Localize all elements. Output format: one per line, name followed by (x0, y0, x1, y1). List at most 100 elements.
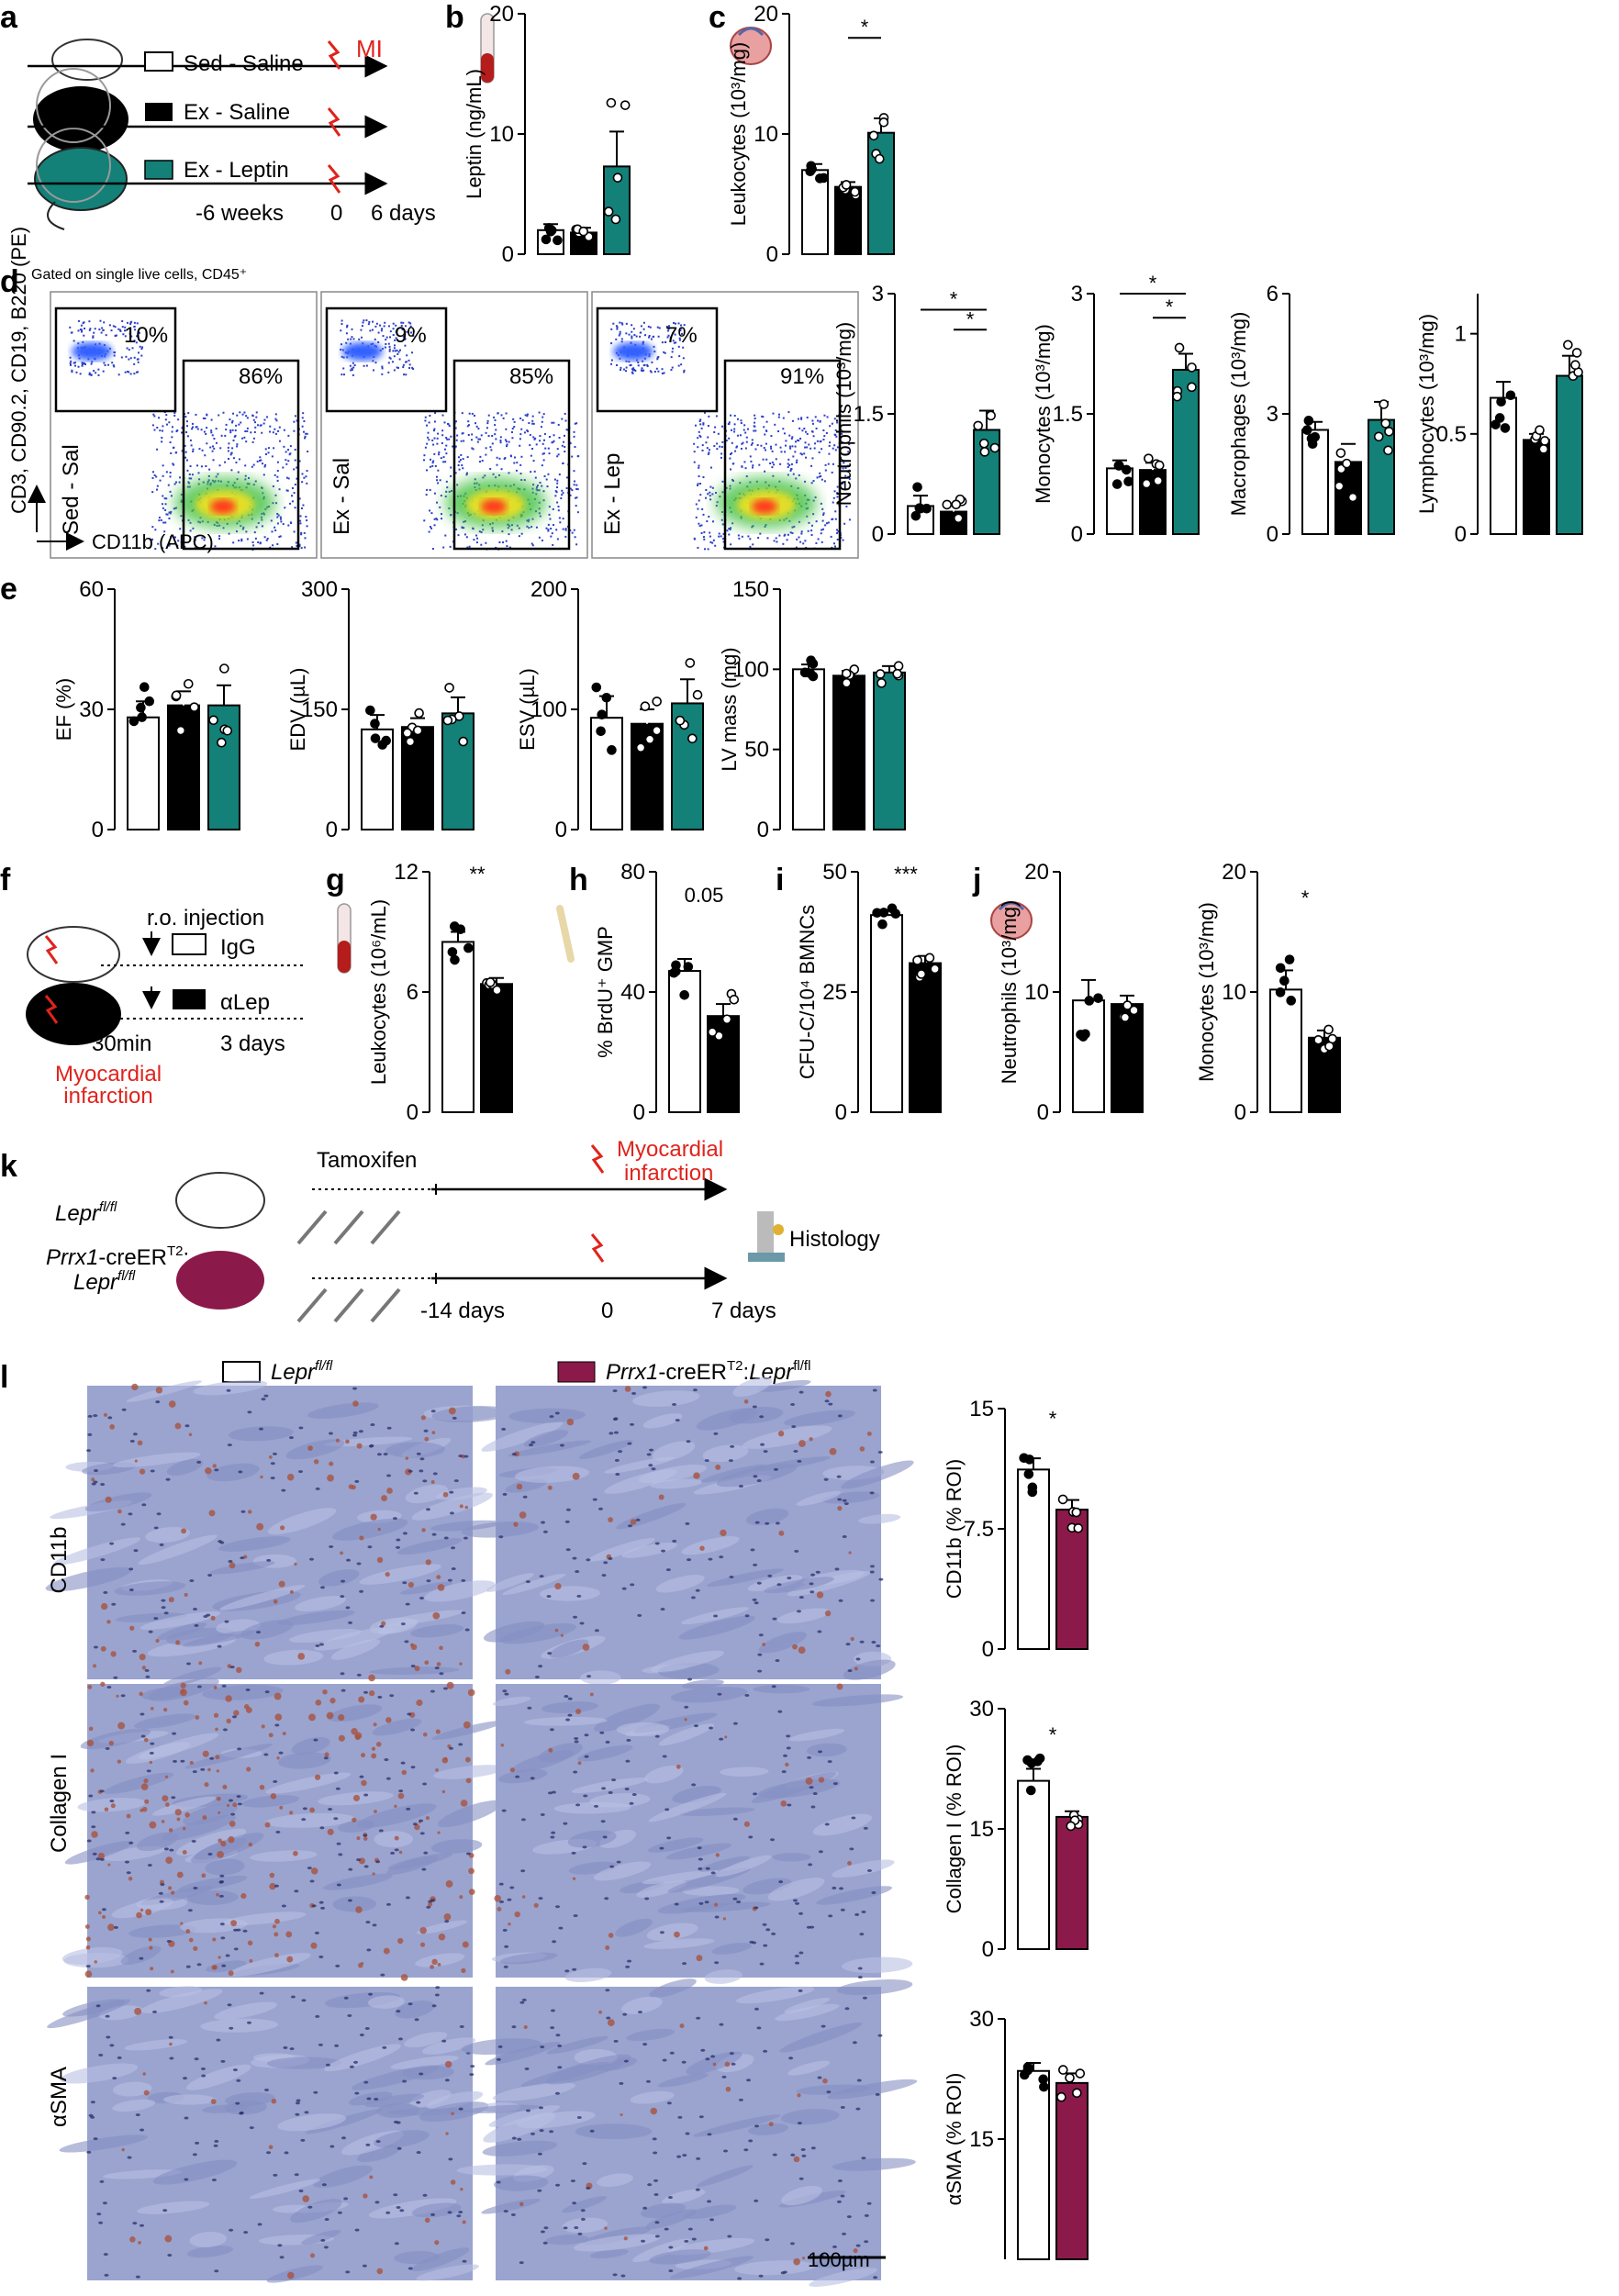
nucleus (812, 1792, 818, 1796)
y-tick-label: 15 (969, 2127, 994, 2152)
nucleus (601, 1787, 607, 1790)
stain-signal (104, 1807, 109, 1811)
flow-event (168, 511, 171, 514)
nucleus (318, 1955, 324, 1958)
tissue-fiber (241, 1795, 300, 1808)
flow-event (95, 372, 97, 374)
flow-event (491, 435, 494, 438)
flow-event (92, 335, 95, 338)
nucleus (579, 1622, 585, 1625)
nucleus (786, 1746, 791, 1750)
flow-event (828, 444, 831, 447)
flow-event (235, 461, 238, 463)
flow-event (832, 496, 835, 499)
nucleus (323, 2246, 329, 2249)
stain-signal (363, 2193, 368, 2199)
nucleus (708, 1726, 713, 1730)
bar (401, 726, 434, 830)
flow-event (845, 505, 848, 507)
stain-signal (519, 1511, 527, 1519)
nucleus (301, 1818, 307, 1822)
flow-event (792, 473, 795, 475)
flow-event (508, 440, 510, 443)
stain-signal (182, 1826, 186, 1831)
nucleus (601, 1574, 607, 1577)
flow-event (847, 451, 850, 453)
data-point (1022, 2062, 1033, 2072)
flow-event (279, 516, 282, 518)
stain-signal (778, 1530, 785, 1536)
nucleus (320, 2238, 326, 2242)
data-point (1286, 996, 1297, 1006)
flow-event (751, 466, 754, 469)
flow-event (556, 501, 559, 504)
flow-event (155, 488, 158, 491)
flow-event (478, 438, 481, 440)
flow-event (162, 425, 164, 428)
flow-event (505, 440, 508, 443)
flow-event (576, 488, 579, 491)
nucleus (862, 1996, 867, 2000)
flow-event (752, 543, 754, 546)
flow-event (494, 433, 497, 436)
data-point (1347, 492, 1358, 503)
flow-event (119, 329, 122, 332)
nucleus (794, 1549, 799, 1553)
flow-event (372, 360, 374, 362)
flow-event (137, 371, 140, 373)
flow-event (257, 521, 260, 524)
nucleus (369, 1443, 374, 1447)
stain-signal (696, 1955, 703, 1962)
y-axis-label: Leptin (ng/mL) (463, 69, 486, 199)
tissue-fiber (205, 1858, 245, 1876)
nucleus (717, 1692, 722, 1696)
flow-event (833, 444, 836, 447)
flow-event (103, 321, 106, 324)
data-point (1301, 425, 1312, 435)
flow-event (505, 428, 508, 430)
flow-event (254, 537, 257, 540)
stain-signal (448, 1407, 456, 1415)
flow-event (230, 469, 233, 472)
nucleus (338, 1853, 343, 1856)
nucleus (662, 2058, 667, 2062)
nucleus (851, 1816, 856, 1820)
tissue-fiber (267, 1508, 337, 1535)
flow-event (184, 545, 186, 548)
nucleus (752, 1405, 757, 1409)
flow-event (705, 488, 708, 491)
bar (792, 668, 825, 830)
density-blob (613, 342, 653, 361)
flow-event (341, 355, 343, 358)
significance-label: * (861, 16, 869, 39)
flow-event (779, 446, 782, 449)
nucleus (354, 2228, 360, 2232)
flow-event (704, 496, 707, 499)
nucleus (773, 1467, 778, 1471)
significance-label: * (1149, 272, 1157, 295)
flow-event (285, 463, 288, 465)
stain-signal (724, 2061, 731, 2068)
nucleus (682, 1962, 687, 1966)
stain-signal (523, 2024, 528, 2030)
nucleus (224, 1620, 229, 1623)
data-point (721, 1014, 732, 1025)
flow-event (698, 525, 701, 528)
flow-event (700, 531, 703, 534)
tissue-fiber (816, 1886, 893, 1905)
flow-event (510, 430, 513, 433)
flow-event (620, 322, 623, 325)
nucleus (666, 2101, 672, 2105)
tissue-fiber (422, 2037, 475, 2055)
nucleus (109, 1800, 115, 1803)
data-point (1539, 436, 1550, 446)
stain-signal (398, 1850, 403, 1855)
nucleus (458, 1743, 463, 1746)
flow-event (700, 524, 703, 527)
flow-event (423, 459, 426, 462)
flow-event (161, 503, 163, 506)
flow-event (574, 422, 576, 425)
flow-event (126, 347, 128, 350)
flow-event (754, 421, 756, 424)
